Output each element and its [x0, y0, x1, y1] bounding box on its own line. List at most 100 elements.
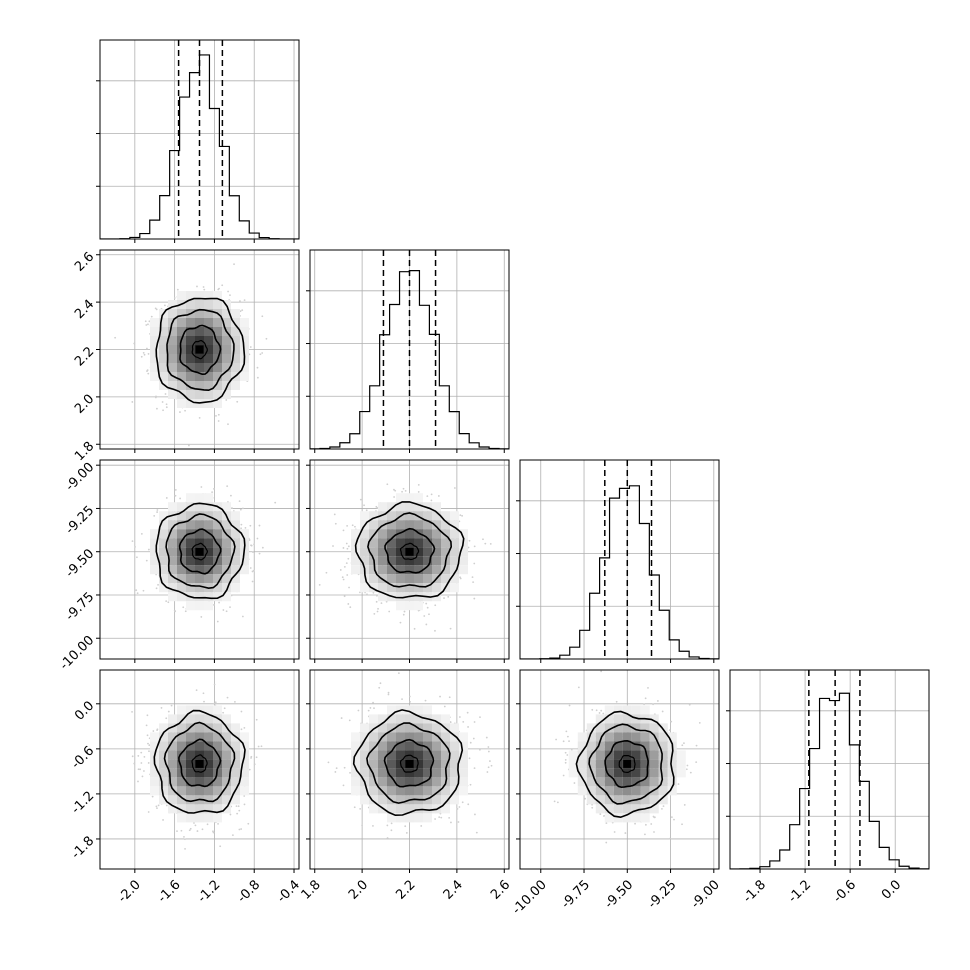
- contour-line: [191, 340, 208, 360]
- density-cell: [222, 363, 231, 372]
- scatter-point: [225, 399, 228, 401]
- scatter-point: [256, 537, 259, 540]
- scatter-point: [413, 627, 416, 630]
- density-cell: [168, 336, 177, 345]
- scatter-point: [376, 506, 379, 509]
- scatter-point: [375, 600, 378, 603]
- density-cell: [450, 547, 459, 557]
- scatter-point: [404, 489, 407, 492]
- density-cell: [423, 520, 432, 530]
- y-tick-label: 2.6: [72, 249, 97, 274]
- density-cell: [432, 583, 441, 593]
- density-cell: [240, 336, 249, 345]
- contour-line: [191, 542, 209, 561]
- scatter-point: [347, 545, 350, 548]
- density-cell: [441, 511, 450, 521]
- scatter-point: [334, 522, 337, 525]
- density-cell: [441, 529, 450, 539]
- scatter-point: [386, 483, 389, 486]
- scatter-point: [376, 594, 378, 597]
- density-cell: [159, 372, 168, 381]
- scatter-point: [402, 613, 405, 616]
- density-cell: [159, 363, 168, 372]
- density-cell: [204, 399, 213, 408]
- scatter-point: [164, 304, 166, 307]
- contour-line: [178, 528, 222, 575]
- scatter-point: [135, 589, 138, 592]
- density-cell: [150, 547, 159, 557]
- density-cell: [195, 309, 204, 318]
- scatter-point: [188, 444, 190, 447]
- density-cell: [177, 309, 186, 318]
- density-cell: [351, 565, 360, 575]
- scatter-point: [388, 610, 391, 613]
- density-cell: [186, 493, 195, 503]
- density-cell: [186, 511, 195, 521]
- density-cell: [414, 592, 423, 602]
- panel-content: [100, 460, 299, 659]
- scatter-point: [253, 543, 255, 546]
- y-tick-label: -9.00: [63, 460, 97, 494]
- density-cell: [222, 547, 231, 557]
- density-cell: [186, 565, 195, 575]
- density-cell: [450, 565, 459, 575]
- scatter-point: [146, 370, 148, 373]
- scatter-point: [153, 515, 156, 517]
- density-cell: [204, 354, 213, 363]
- panel-frame: [519, 459, 720, 660]
- density-cell: [204, 318, 213, 327]
- scatter-point: [179, 411, 181, 413]
- y-tick-label: -9.50: [63, 546, 97, 580]
- density-cell: [177, 372, 186, 381]
- density-cell: [378, 547, 387, 557]
- density-cell: [177, 574, 186, 584]
- scatter-point: [176, 288, 179, 291]
- scatter-panel-3-0: -1.8-1.2-0.60.0-2.0 -1.6 -1.2 -0.8 -0.4: [69, 669, 303, 906]
- scatter-point: [239, 310, 242, 313]
- density-cell: [195, 556, 204, 566]
- density-cell: [204, 309, 213, 318]
- density-cell: [240, 529, 249, 539]
- density-cell: [351, 529, 360, 539]
- scatter-point: [165, 406, 168, 409]
- density-cell: [231, 327, 240, 336]
- density-cell: [177, 291, 186, 300]
- panel-frame: [99, 459, 300, 660]
- density-cell: [432, 547, 441, 557]
- scatter-point: [217, 822, 219, 825]
- density-cell: [195, 592, 204, 602]
- density-cell: [195, 327, 204, 336]
- density-cell: [168, 363, 177, 372]
- density-cell: [369, 547, 378, 557]
- panel-frame: [99, 249, 300, 450]
- density-cell: [204, 601, 213, 611]
- panel-content: [310, 250, 509, 449]
- density-cell: [450, 529, 459, 539]
- scatter-point: [434, 629, 436, 632]
- density-cell: [396, 502, 405, 512]
- density-cell: [387, 520, 396, 530]
- density-cell: [423, 529, 432, 539]
- scatter-point: [401, 490, 403, 493]
- density-cell: [204, 381, 213, 390]
- density-cell: [168, 327, 177, 336]
- density-cell: [231, 538, 240, 548]
- scatter-point: [341, 576, 344, 579]
- scatter-point: [218, 287, 220, 290]
- density-cell: [177, 399, 186, 408]
- scatter-point: [345, 542, 348, 545]
- density-cell: [222, 309, 231, 318]
- scatter-point: [240, 523, 243, 526]
- scatter-point: [403, 610, 406, 613]
- density-cell: [168, 538, 177, 548]
- scatter-point: [211, 491, 214, 494]
- scatter-point: [179, 497, 181, 500]
- density-cell: [195, 363, 204, 372]
- scatter-point: [144, 320, 147, 323]
- density-cell: [405, 583, 414, 593]
- panel-content: [520, 460, 719, 659]
- scatter-point: [484, 542, 487, 545]
- scatter-point: [473, 562, 476, 565]
- scatter-point: [147, 548, 150, 551]
- scatter-point: [195, 689, 198, 692]
